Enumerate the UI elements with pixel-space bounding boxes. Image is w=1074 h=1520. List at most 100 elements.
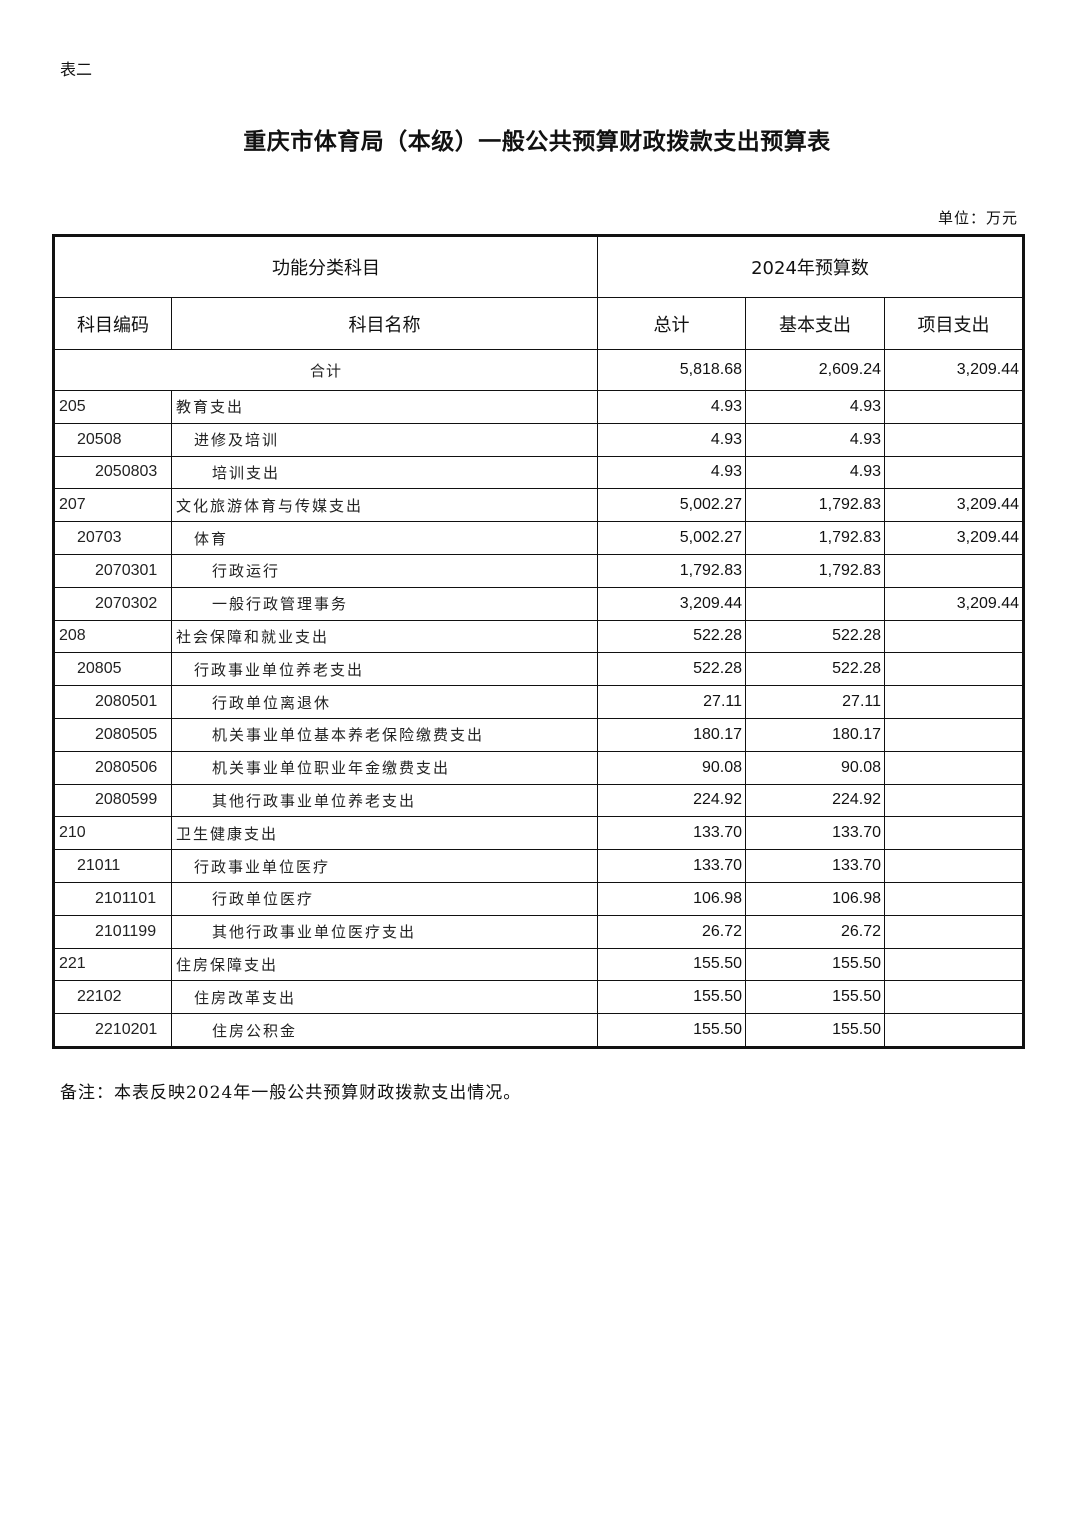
row-code: 20703 — [54, 521, 172, 555]
row-basic: 1,792.83 — [745, 521, 885, 555]
row-basic: 155.50 — [745, 980, 885, 1015]
row-basic: 155.50 — [745, 1013, 885, 1047]
row-basic: 133.70 — [745, 816, 885, 851]
row-code: 2210201 — [54, 1013, 172, 1047]
row-code: 2101199 — [54, 914, 172, 949]
row-total: 26.72 — [597, 914, 746, 949]
row-code: 2080505 — [54, 717, 172, 752]
row-code: 2080599 — [54, 783, 172, 818]
table-row: 210 卫生健康支出 133.70 133.70 — [54, 816, 1024, 851]
row-basic: 133.70 — [745, 849, 885, 883]
page-title: 重庆市体育局（本级）一般公共预算财政拨款支出预算表 — [243, 128, 831, 155]
row-project — [883, 1013, 1024, 1047]
row-name: 社会保障和就业支出 — [171, 619, 598, 654]
row-code: 205 — [54, 390, 172, 424]
row-code: 208 — [54, 619, 172, 654]
row-total: 522.28 — [597, 652, 746, 687]
header-total: 总计 — [597, 297, 746, 350]
row-total: 180.17 — [597, 717, 746, 752]
row-project — [883, 685, 1024, 719]
header-functional-category: 功能分类科目 — [54, 236, 598, 298]
row-name: 一般行政管理事务 — [171, 586, 598, 621]
total-row: 合计 5,818.68 2,609.24 3,209.44 — [54, 349, 1024, 391]
table-number-label: 表二 — [60, 60, 93, 79]
row-code: 20805 — [54, 652, 172, 687]
row-total: 5,002.27 — [597, 521, 746, 555]
header-project: 项目支出 — [883, 297, 1024, 350]
row-project: 3,209.44 — [883, 586, 1024, 621]
row-code: 2101101 — [54, 881, 172, 916]
table-row: 21011 行政事业单位医疗 133.70 133.70 — [54, 849, 1024, 883]
table-row: 221 住房保障支出 155.50 155.50 — [54, 947, 1024, 982]
row-project — [883, 717, 1024, 752]
total-project: 3,209.44 — [883, 349, 1024, 391]
row-basic: 4.93 — [745, 422, 885, 457]
row-project: 3,209.44 — [883, 488, 1024, 523]
row-basic: 1,792.83 — [745, 488, 885, 523]
row-code: 210 — [54, 816, 172, 851]
row-project — [883, 750, 1024, 785]
table-row: 2070301 行政运行 1,792.83 1,792.83 — [54, 553, 1024, 588]
table-row: 20508 进修及培训 4.93 4.93 — [54, 422, 1024, 457]
row-name: 进修及培训 — [171, 422, 598, 457]
row-name: 住房改革支出 — [171, 980, 598, 1015]
row-name: 教育支出 — [171, 390, 598, 424]
row-total: 5,002.27 — [597, 488, 746, 523]
row-name: 文化旅游体育与传媒支出 — [171, 488, 598, 523]
row-project — [883, 422, 1024, 457]
budget-table: 功能分类科目 2024年预算数 科目编码 科目名称 总计 基本支出 项目支出 合… — [51, 234, 1026, 1049]
row-project: 3,209.44 — [883, 521, 1024, 555]
table-row: 20703 体育 5,002.27 1,792.83 3,209.44 — [54, 521, 1024, 555]
row-total: 90.08 — [597, 750, 746, 785]
row-basic: 90.08 — [745, 750, 885, 785]
table-row: 2070302 一般行政管理事务 3,209.44 3,209.44 — [54, 586, 1024, 621]
table-row: 2101101 行政单位医疗 106.98 106.98 — [54, 881, 1024, 916]
row-name: 机关事业单位职业年金缴费支出 — [171, 750, 598, 785]
total-label: 合计 — [54, 349, 598, 391]
table-row: 205 教育支出 4.93 4.93 — [54, 390, 1024, 424]
row-basic: 27.11 — [745, 685, 885, 719]
row-name: 住房公积金 — [171, 1013, 598, 1047]
row-code: 207 — [54, 488, 172, 523]
table-row: 2050803 培训支出 4.93 4.93 — [54, 455, 1024, 490]
table-row: 208 社会保障和就业支出 522.28 522.28 — [54, 619, 1024, 654]
row-project — [883, 390, 1024, 424]
unit-label: 单位：万元 — [937, 209, 1018, 227]
row-code: 2070301 — [54, 553, 172, 588]
total-basic: 2,609.24 — [745, 349, 885, 391]
row-project — [883, 980, 1024, 1015]
row-name: 卫生健康支出 — [171, 816, 598, 851]
row-name: 其他行政事业单位养老支出 — [171, 783, 598, 818]
row-total: 133.70 — [597, 816, 746, 851]
row-basic: 26.72 — [745, 914, 885, 949]
row-project — [883, 947, 1024, 982]
row-name: 培训支出 — [171, 455, 598, 490]
row-code: 2080501 — [54, 685, 172, 719]
row-total: 155.50 — [597, 980, 746, 1015]
row-name: 机关事业单位基本养老保险缴费支出 — [171, 717, 598, 752]
row-total: 522.28 — [597, 619, 746, 654]
row-name: 行政运行 — [171, 553, 598, 588]
row-name: 行政单位离退休 — [171, 685, 598, 719]
row-project — [883, 816, 1024, 851]
table-row: 2080501 行政单位离退休 27.11 27.11 — [54, 685, 1024, 719]
table-row: 2080505 机关事业单位基本养老保险缴费支出 180.17 180.17 — [54, 717, 1024, 752]
row-basic: 106.98 — [745, 881, 885, 916]
row-name: 住房保障支出 — [171, 947, 598, 982]
row-project — [883, 783, 1024, 818]
header-row-columns: 科目编码 科目名称 总计 基本支出 项目支出 — [54, 297, 1024, 350]
row-basic: 155.50 — [745, 947, 885, 982]
row-total: 155.50 — [597, 947, 746, 982]
header-row-group: 功能分类科目 2024年预算数 — [54, 236, 1024, 298]
row-code: 22102 — [54, 980, 172, 1015]
header-code: 科目编码 — [54, 297, 172, 350]
row-name: 行政事业单位医疗 — [171, 849, 598, 883]
row-project — [883, 652, 1024, 687]
row-project — [883, 849, 1024, 883]
row-code: 2070302 — [54, 586, 172, 621]
row-total: 4.93 — [597, 422, 746, 457]
row-name: 行政事业单位养老支出 — [171, 652, 598, 687]
row-basic: 224.92 — [745, 783, 885, 818]
table-row: 22102 住房改革支出 155.50 155.50 — [54, 980, 1024, 1015]
row-total: 155.50 — [597, 1013, 746, 1047]
